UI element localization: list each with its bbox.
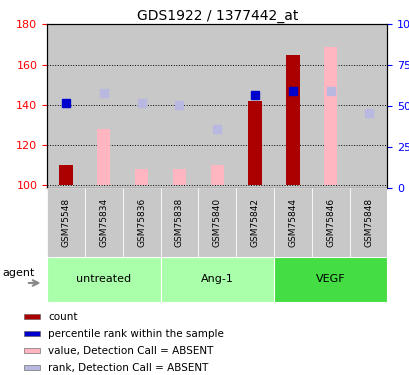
Bar — [311, 188, 349, 257]
Text: GSM75548: GSM75548 — [61, 198, 70, 247]
Bar — [59, 165, 72, 186]
Bar — [122, 24, 160, 188]
Bar — [198, 24, 236, 188]
Bar — [47, 24, 85, 188]
Bar — [198, 188, 236, 257]
Bar — [236, 188, 273, 257]
Bar — [24, 331, 40, 336]
Text: agent: agent — [2, 268, 35, 278]
Bar — [97, 129, 110, 186]
Text: GSM75834: GSM75834 — [99, 198, 108, 247]
Text: untreated: untreated — [76, 274, 131, 284]
Bar — [47, 257, 160, 302]
Bar — [248, 101, 261, 186]
Bar — [273, 257, 387, 302]
Text: rank, Detection Call = ABSENT: rank, Detection Call = ABSENT — [48, 363, 208, 373]
Bar — [122, 188, 160, 257]
Bar — [160, 257, 273, 302]
Text: GSM75842: GSM75842 — [250, 198, 259, 247]
Bar — [85, 24, 122, 188]
Text: GSM75846: GSM75846 — [326, 198, 335, 247]
Bar — [210, 165, 223, 186]
Bar — [24, 348, 40, 353]
Text: value, Detection Call = ABSENT: value, Detection Call = ABSENT — [48, 346, 213, 356]
Text: percentile rank within the sample: percentile rank within the sample — [48, 328, 224, 339]
Bar — [47, 188, 85, 257]
Text: GSM75848: GSM75848 — [363, 198, 372, 247]
Bar — [349, 24, 387, 188]
Text: count: count — [48, 312, 78, 322]
Bar — [24, 365, 40, 370]
Text: GSM75840: GSM75840 — [212, 198, 221, 247]
Bar — [24, 314, 40, 319]
Bar — [173, 170, 186, 186]
Title: GDS1922 / 1377442_at: GDS1922 / 1377442_at — [136, 9, 297, 23]
Bar — [135, 170, 148, 186]
Text: Ang-1: Ang-1 — [200, 274, 233, 284]
Bar — [85, 188, 122, 257]
Text: VEGF: VEGF — [315, 274, 345, 284]
Bar — [324, 46, 337, 186]
Bar — [160, 24, 198, 188]
Bar — [236, 24, 273, 188]
Bar — [273, 188, 311, 257]
Bar — [160, 188, 198, 257]
Bar — [273, 24, 311, 188]
Text: GSM75844: GSM75844 — [288, 198, 297, 247]
Text: GSM75836: GSM75836 — [137, 198, 146, 247]
Bar — [285, 55, 299, 186]
Bar — [311, 24, 349, 188]
Text: GSM75838: GSM75838 — [175, 198, 184, 247]
Bar — [349, 188, 387, 257]
